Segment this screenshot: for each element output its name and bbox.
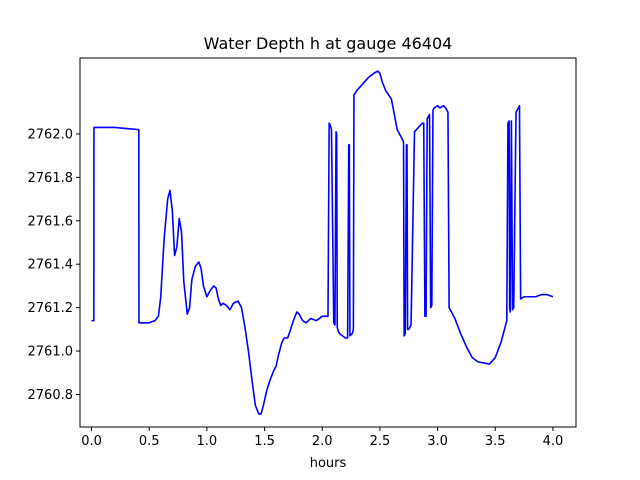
plot-area bbox=[79, 57, 577, 428]
series-line bbox=[91, 70, 554, 415]
x-tick-label: 3.0 bbox=[427, 434, 448, 449]
x-tick-label: 2.0 bbox=[312, 434, 333, 449]
y-tick-label: 2761.0 bbox=[28, 345, 74, 360]
y-tick-label: 2761.4 bbox=[28, 258, 74, 273]
series-layer bbox=[91, 70, 554, 415]
y-axis: 2760.8 2761.0 2761.2 2761.4 2761.6 2761.8 2762… bbox=[28, 127, 80, 403]
x-tick-label: 0.5 bbox=[139, 434, 160, 449]
y-tick-label: 2761.8 bbox=[28, 171, 74, 186]
y-tick-label: 2761.6 bbox=[28, 214, 74, 229]
x-tick-label: 4.0 bbox=[543, 434, 564, 449]
x-tick-label: 2.5 bbox=[370, 434, 391, 449]
chart-title: Water Depth h at gauge 46404 bbox=[204, 34, 453, 53]
x-tick-label: 1.5 bbox=[254, 434, 275, 449]
y-tick-label: 2762.0 bbox=[28, 127, 74, 142]
x-axis: 0.0 0.5 1.0 1.5 2.0 2.5 3.0 3.5 4.0 bbox=[81, 427, 563, 449]
x-tick-label: 0.0 bbox=[81, 434, 102, 449]
y-tick-label: 2761.2 bbox=[28, 301, 74, 316]
x-axis-label: hours bbox=[310, 456, 347, 471]
x-tick-label: 3.5 bbox=[485, 434, 506, 449]
y-tick-label: 2760.8 bbox=[28, 388, 74, 403]
x-tick-label: 1.0 bbox=[197, 434, 218, 449]
